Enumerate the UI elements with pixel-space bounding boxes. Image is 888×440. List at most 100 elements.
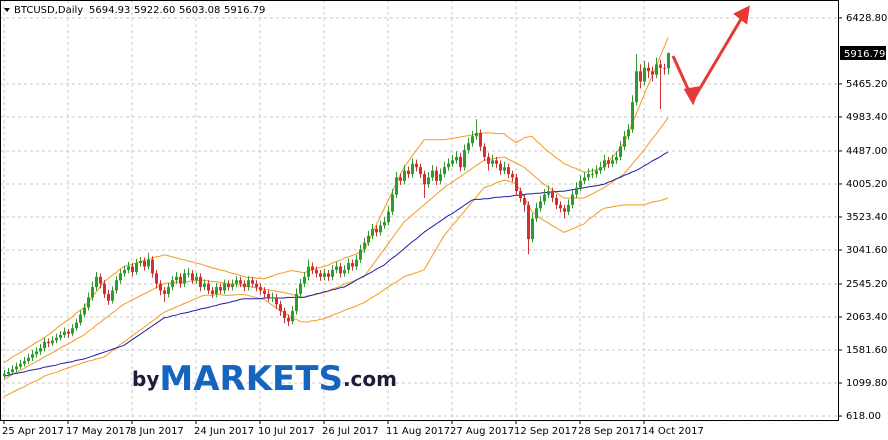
candle-body (155, 273, 158, 284)
candle-body (119, 273, 122, 281)
candle-body (343, 269, 346, 274)
candle-body (631, 102, 634, 130)
candle-body (247, 280, 250, 288)
axis-layer: 6428.80 5465.20 4983.40 4487.00 4005.20 3523.… (2, 13, 887, 437)
candle-body (23, 361, 26, 364)
candle-body (483, 146, 486, 157)
y-tick-label: 3041.60 (846, 245, 887, 256)
candle-body (383, 221, 386, 226)
candle-body (19, 363, 22, 367)
candle-body (635, 71, 638, 103)
candle-body (555, 198, 558, 205)
candle-body (31, 354, 34, 358)
candle-body (527, 204, 530, 240)
candle-body (307, 266, 310, 277)
y-tick-label: 4005.20 (846, 179, 887, 190)
candle-body (147, 259, 150, 267)
indicator-layer (3, 37, 669, 398)
x-tick-label: 11 Aug 2017 (386, 426, 450, 437)
price-box-label: 5916.79 (844, 49, 885, 60)
y-tick-label: 3523.40 (846, 212, 887, 223)
candle-body (499, 163, 502, 171)
candle-body (255, 283, 258, 288)
candle-body (135, 263, 138, 273)
candle-body (407, 170, 410, 175)
candle-body (231, 283, 234, 288)
y-tick-label: 4487.00 (846, 146, 887, 157)
candle-body (63, 331, 66, 336)
candle-body (267, 293, 270, 298)
candle-body (431, 170, 434, 178)
candle-body (599, 167, 602, 171)
candle-body (627, 129, 630, 137)
candle-body (439, 174, 442, 181)
x-tick-label: 27 Aug 2017 (450, 426, 514, 437)
candle-body (235, 280, 238, 284)
candle-body (315, 269, 318, 274)
candle-body (275, 297, 278, 305)
candle-body (551, 191, 554, 199)
candle-body (111, 290, 114, 301)
candle-body (619, 146, 622, 157)
candle-body (47, 341, 50, 344)
candle-body (283, 311, 286, 318)
candle-body (159, 283, 162, 291)
x-tick-label: 14 Oct 2017 (642, 426, 704, 437)
candle-body (371, 228, 374, 236)
candle-body (55, 337, 58, 341)
candle-body (215, 287, 218, 294)
candle-body (103, 283, 106, 294)
x-tick-label: 28 Sep 2017 (578, 426, 641, 437)
bollinger-upper (3, 37, 669, 363)
candle-layer (3, 52, 670, 379)
candle-body (543, 194, 546, 202)
candle-body (299, 283, 302, 294)
candle-body (587, 174, 590, 178)
x-tick-label: 25 Apr 2017 (2, 426, 64, 437)
candle-body (211, 290, 214, 294)
watermark-domain: .com (343, 367, 397, 391)
candle-body (183, 273, 186, 284)
candle-body (199, 276, 202, 288)
candle-body (331, 269, 334, 277)
candle-body (91, 287, 94, 298)
candle-body (463, 150, 466, 168)
candle-body (643, 67, 646, 82)
candle-body (355, 259, 358, 267)
candle-body (339, 266, 342, 274)
x-tick-label: 26 Jul 2017 (322, 426, 379, 437)
candle-body (523, 198, 526, 205)
candle-body (595, 170, 598, 175)
candle-body (655, 64, 658, 75)
candle-body (239, 280, 242, 284)
candle-body (95, 276, 98, 288)
candle-body (99, 276, 102, 284)
candle-body (391, 194, 394, 212)
candle-body (195, 276, 198, 281)
candle-body (603, 160, 606, 168)
candle-body (39, 348, 42, 352)
candle-body (459, 156, 462, 168)
candle-body (79, 314, 82, 323)
menu-icon (4, 8, 10, 12)
watermark-brand: MARKETS (159, 359, 343, 399)
candle-body (427, 177, 430, 185)
y-tick-label: 618.00 (846, 411, 881, 422)
candle-body (127, 266, 130, 270)
candle-body (615, 156, 618, 161)
candle-body (579, 180, 582, 188)
candle-body (623, 136, 626, 147)
grid-layer (0, 0, 838, 420)
candle-body (559, 204, 562, 209)
candle-body (639, 71, 642, 82)
candle-body (287, 317, 290, 322)
candle-body (491, 160, 494, 164)
candle-body (75, 322, 78, 329)
candle-body (139, 261, 142, 264)
candle-body (83, 307, 86, 315)
candle-body (15, 366, 18, 370)
bollinger-middle (3, 117, 669, 381)
candle-body (227, 283, 230, 288)
candle-body (575, 187, 578, 195)
